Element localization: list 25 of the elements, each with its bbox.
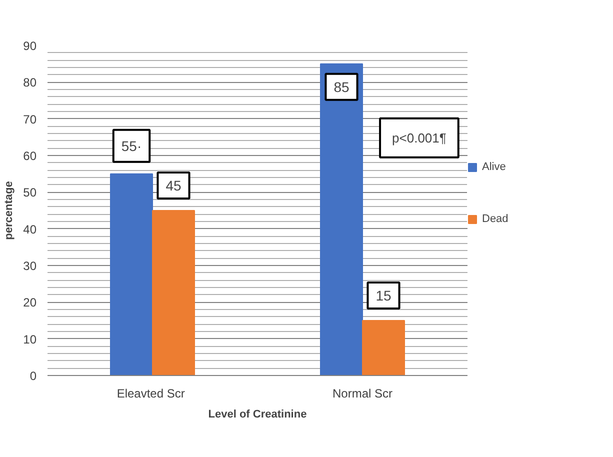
y-tick-label: 0: [30, 369, 37, 383]
data-label: 45: [166, 178, 182, 194]
y-tick-label: 60: [23, 149, 37, 163]
annotation: p<0.001¶: [392, 130, 446, 146]
y-tick-label: 10: [23, 332, 37, 346]
data-label: 85: [334, 78, 350, 95]
bar: [362, 320, 405, 376]
y-tick-label: 70: [23, 112, 37, 126]
bar: [110, 173, 153, 376]
x-tick-label: Normal Scr: [332, 386, 393, 400]
legend-label: Alive: [482, 161, 506, 173]
y-tick-label: 30: [23, 259, 37, 273]
y-tick-label: 20: [23, 296, 37, 310]
x-axis-title: Level of Creatinine: [208, 408, 307, 420]
legend-label: Dead: [482, 213, 508, 225]
y-tick-label: 90: [23, 39, 37, 53]
y-tick-label: 50: [23, 186, 37, 200]
data-label: 15: [376, 288, 392, 304]
bar: [152, 210, 195, 376]
x-tick-label: Eleavted Scr: [116, 386, 185, 400]
data-label: 55·: [121, 138, 142, 154]
y-tick-label: 80: [23, 76, 37, 90]
y-axis-title: percentage: [3, 181, 16, 240]
bar: [320, 63, 363, 376]
y-tick-label: 40: [23, 222, 37, 236]
